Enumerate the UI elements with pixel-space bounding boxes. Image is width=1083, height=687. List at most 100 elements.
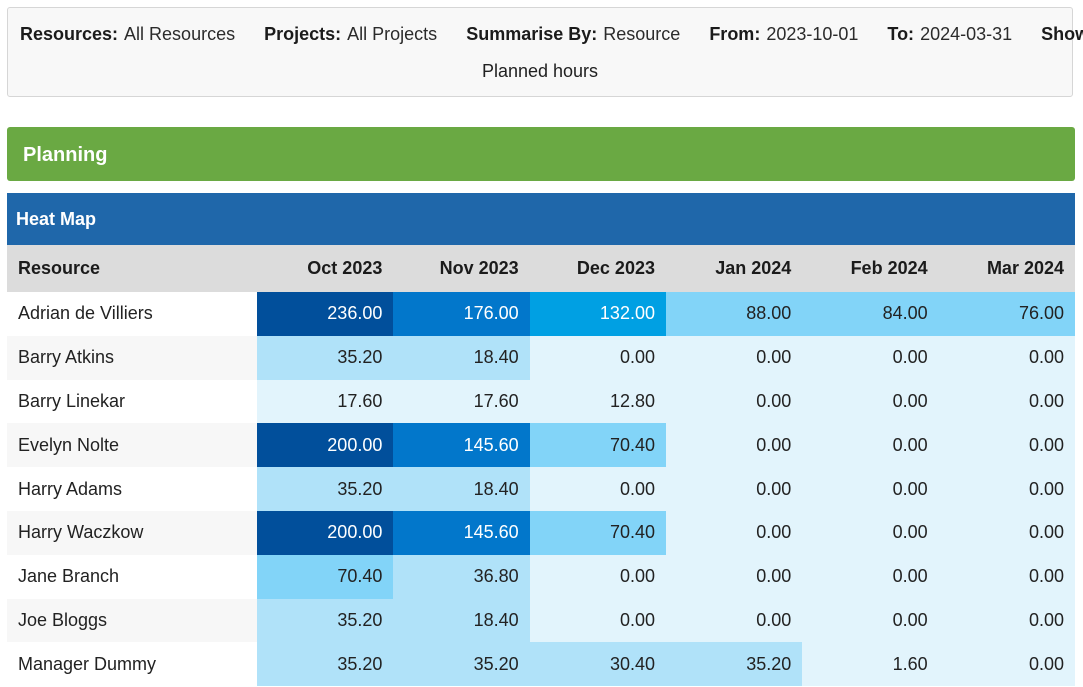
resource-name[interactable]: Harry Waczkow — [7, 510, 258, 555]
filter-show-value[interactable]: Planned hours — [481, 61, 599, 81]
heat-cell[interactable]: 84.00 — [802, 292, 939, 336]
filter-projects[interactable]: Projects: All Projects — [264, 24, 437, 45]
heat-cell[interactable]: 0.00 — [938, 598, 1075, 643]
resource-name[interactable]: Adrian de Villiers — [7, 292, 258, 336]
table-row[interactable]: Adrian de Villiers 236.00 176.00 132.00 88.0… — [7, 292, 1075, 336]
heat-map-table: Resource Oct 2023 Nov 2023 Dec 2023 Jan … — [7, 245, 1075, 687]
heat-cell[interactable]: 1.60 — [802, 642, 939, 687]
heat-cell[interactable]: 0.00 — [802, 423, 939, 468]
heat-map-title: Heat Map — [16, 209, 97, 229]
heat-cell[interactable]: 0.00 — [802, 510, 939, 555]
heat-cell[interactable]: 18.40 — [393, 335, 530, 380]
planning-section-header[interactable]: Planning — [7, 127, 1075, 181]
table-row[interactable]: Evelyn Nolte 200.00 145.60 70.40 0.00 0.00 0.0… — [7, 423, 1075, 468]
heat-cell[interactable]: 0.00 — [938, 642, 1075, 687]
heat-cell[interactable]: 35.20 — [257, 598, 394, 643]
resource-name[interactable]: Barry Linekar — [7, 379, 258, 424]
heat-map-header: Heat Map — [7, 193, 1075, 245]
heat-cell[interactable]: 0.00 — [938, 335, 1075, 380]
heat-cell[interactable]: 35.20 — [257, 467, 394, 511]
table-row[interactable]: Barry Atkins 35.20 18.40 0.00 0.00 0.00 0.00 — [7, 335, 1075, 380]
filter-to-value[interactable]: 2024-03-31 — [920, 24, 1013, 44]
column-header-month[interactable]: Feb 2024 — [802, 245, 939, 292]
heat-cell[interactable]: 0.00 — [802, 598, 939, 643]
column-header-resource[interactable]: Resource — [7, 245, 258, 292]
resource-name[interactable]: Barry Atkins — [7, 335, 258, 380]
resource-name[interactable]: Joe Bloggs — [7, 598, 258, 643]
resource-name[interactable]: Harry Adams — [7, 467, 258, 511]
heat-cell[interactable]: 145.60 — [393, 510, 530, 555]
heat-cell[interactable]: 36.80 — [393, 554, 530, 599]
heat-cell[interactable]: 0.00 — [665, 423, 803, 468]
heat-cell[interactable]: 200.00 — [257, 423, 394, 468]
heat-cell[interactable]: 0.00 — [665, 467, 803, 511]
heat-cell[interactable]: 236.00 — [257, 292, 394, 336]
resource-name[interactable]: Manager Dummy — [7, 642, 258, 687]
resource-name[interactable]: Jane Branch — [7, 554, 258, 599]
filter-to[interactable]: To: 2024-03-31 — [887, 24, 1012, 45]
heat-cell[interactable]: 0.00 — [802, 379, 939, 424]
heat-cell[interactable]: 132.00 — [529, 292, 666, 336]
table-row[interactable]: Barry Linekar 17.60 17.60 12.80 0.00 0.00 0.00 — [7, 379, 1075, 424]
heat-cell[interactable]: 0.00 — [665, 554, 803, 599]
column-header-month[interactable]: Oct 2023 — [257, 245, 394, 292]
table-row[interactable]: Joe Bloggs 35.20 18.40 0.00 0.00 0.00 0.00 — [7, 598, 1075, 643]
heat-cell[interactable]: 30.40 — [529, 642, 666, 687]
heat-cell[interactable]: 88.00 — [665, 292, 803, 336]
heat-cell[interactable]: 0.00 — [938, 379, 1075, 424]
heat-cell[interactable]: 35.20 — [665, 642, 803, 687]
heat-cell[interactable]: 0.00 — [665, 379, 803, 424]
heat-cell[interactable]: 70.40 — [529, 423, 666, 468]
heat-cell[interactable]: 0.00 — [665, 335, 803, 380]
filter-line-2: Planned hours — [8, 61, 1072, 82]
table-row[interactable]: Manager Dummy 35.20 35.20 30.40 35.20 1.60 0.0… — [7, 642, 1075, 687]
heat-cell[interactable]: 17.60 — [393, 379, 530, 424]
heat-cell[interactable]: 0.00 — [938, 467, 1075, 511]
heat-cell[interactable]: 70.40 — [529, 510, 666, 555]
filter-projects-value[interactable]: All Projects — [347, 24, 438, 44]
heat-cell[interactable]: 70.40 — [257, 554, 394, 599]
heat-cell[interactable]: 12.80 — [529, 379, 666, 424]
column-header-month[interactable]: Mar 2024 — [938, 245, 1075, 292]
heat-cell[interactable]: 0.00 — [938, 423, 1075, 468]
filter-summarise-value[interactable]: Resource — [603, 24, 681, 44]
heat-cell[interactable]: 0.00 — [938, 554, 1075, 599]
heat-cell[interactable]: 0.00 — [529, 335, 666, 380]
planning-title: Planning — [23, 144, 108, 166]
resource-name[interactable]: Evelyn Nolte — [7, 423, 258, 468]
heat-cell[interactable]: 17.60 — [257, 379, 394, 424]
filter-summarise-label: Summarise By: — [466, 24, 598, 44]
heat-cell[interactable]: 0.00 — [802, 335, 939, 380]
table-row[interactable]: Jane Branch 70.40 36.80 0.00 0.00 0.00 0.00 — [7, 554, 1075, 599]
heat-cell[interactable]: 18.40 — [393, 598, 530, 643]
heat-cell[interactable]: 176.00 — [393, 292, 530, 336]
filter-show[interactable]: Show: — [1041, 24, 1083, 45]
filter-to-label: To: — [887, 24, 915, 44]
filter-show-label: Show: — [1041, 24, 1083, 44]
column-header-month[interactable]: Nov 2023 — [393, 245, 530, 292]
filter-resources[interactable]: Resources: All Resources — [20, 24, 235, 45]
column-header-month[interactable]: Dec 2023 — [529, 245, 666, 292]
column-header-month[interactable]: Jan 2024 — [665, 245, 803, 292]
heat-cell[interactable]: 35.20 — [257, 642, 394, 687]
heat-cell[interactable]: 0.00 — [665, 510, 803, 555]
heat-cell[interactable]: 0.00 — [529, 554, 666, 599]
heat-cell[interactable]: 0.00 — [529, 467, 666, 511]
heat-cell[interactable]: 0.00 — [938, 510, 1075, 555]
heat-cell[interactable]: 0.00 — [802, 467, 939, 511]
heat-cell[interactable]: 35.20 — [257, 335, 394, 380]
heat-cell[interactable]: 18.40 — [393, 467, 530, 511]
heat-cell[interactable]: 0.00 — [529, 598, 666, 643]
heat-cell[interactable]: 145.60 — [393, 423, 530, 468]
filter-resources-value[interactable]: All Resources — [124, 24, 236, 44]
filter-summarise[interactable]: Summarise By: Resource — [466, 24, 680, 45]
filter-from[interactable]: From: 2023-10-01 — [709, 24, 858, 45]
heat-cell[interactable]: 0.00 — [665, 598, 803, 643]
heat-cell[interactable]: 0.00 — [802, 554, 939, 599]
filter-from-value[interactable]: 2023-10-01 — [766, 24, 859, 44]
heat-cell[interactable]: 76.00 — [938, 292, 1075, 336]
heat-cell[interactable]: 200.00 — [257, 510, 394, 555]
table-row[interactable]: Harry Adams 35.20 18.40 0.00 0.00 0.00 0.00 — [7, 467, 1075, 511]
heat-cell[interactable]: 35.20 — [393, 642, 530, 687]
table-row[interactable]: Harry Waczkow 200.00 145.60 70.40 0.00 0.00 0.… — [7, 510, 1075, 555]
